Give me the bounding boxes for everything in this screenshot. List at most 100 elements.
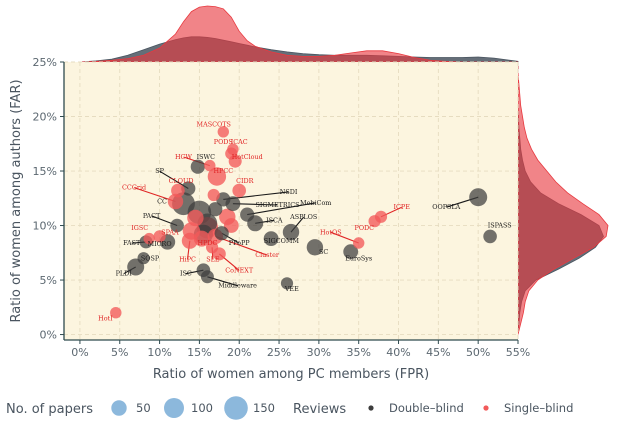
label-sp: SP [155, 167, 164, 175]
legend-size-circle [111, 400, 127, 416]
label-hotos: HotOS [320, 228, 342, 236]
point-hipc [181, 232, 198, 249]
label-vee: VEE [284, 285, 299, 293]
label-asplos: ASPLOS [289, 213, 317, 221]
label-sigmetrics: SIGMETRICS [255, 201, 299, 209]
leader-sigmetrics [232, 203, 278, 206]
label-hpdc: HPDC [197, 239, 217, 247]
point-cloud [171, 183, 185, 198]
x-tick-label: 45% [426, 346, 450, 359]
point-eurosys [343, 244, 359, 260]
axes [63, 62, 518, 341]
label-sigcomm: SIGCOMM [264, 237, 300, 245]
legend-size-label: 100 [191, 401, 213, 415]
point-hoti [110, 307, 122, 319]
point-sle [206, 241, 219, 254]
point-vee [280, 277, 294, 290]
point-sp [181, 181, 196, 196]
x-tick-label: 35% [346, 346, 370, 359]
point-ics [223, 218, 239, 233]
legend-review-title: Reviews [293, 402, 346, 417]
point-hpca [208, 202, 223, 217]
y-tick-label: 5% [40, 274, 57, 287]
label-ispass: ISPASS [488, 222, 512, 230]
label-oopsla: OOPSLA [432, 203, 460, 211]
label-hcw: HCW [175, 153, 192, 161]
label-isca: ISCA [266, 216, 283, 224]
points [110, 126, 497, 319]
point-icac [227, 143, 239, 155]
label-icpe: ICPE [394, 203, 411, 211]
legend-size-circle [224, 396, 248, 420]
label-conext: CoNEXT [225, 266, 254, 274]
legend-double-label: Double–blind [389, 401, 464, 415]
label-middleware: Middleware [218, 282, 257, 290]
point-hotstorage [207, 188, 220, 202]
point-pact [170, 218, 184, 233]
point-igsc [143, 232, 155, 245]
plot-panel [64, 62, 518, 340]
x-tick-label: 40% [386, 346, 410, 359]
label-hoti: HotI [98, 314, 113, 322]
label-icac: ICAC [231, 138, 248, 146]
x-tick-label: 20% [227, 346, 251, 359]
legend-size-label: 150 [253, 401, 275, 415]
point-mobicom [240, 207, 255, 222]
point-sc [306, 239, 324, 256]
y-tick-label: 25% [33, 56, 57, 69]
point-mascots [217, 126, 229, 138]
label-hpcc: HPCC [213, 167, 233, 175]
y-axis-title: Ratio of women among authors (FAR) [9, 79, 24, 322]
x-tick-label: 5% [111, 346, 128, 359]
top-density-single [79, 5, 518, 63]
point-hpcc [207, 167, 227, 186]
right-density [517, 62, 609, 335]
label-hotcloud: HotCloud [232, 153, 263, 161]
label-podc: PODC [355, 224, 375, 232]
label-mobicom: MobiCom [300, 199, 331, 207]
point-podc [368, 215, 381, 228]
x-tick-label: 50% [466, 346, 490, 359]
label-nsdi: NSDI [280, 188, 298, 196]
point-ppopp [214, 226, 229, 241]
label-cluster: Cluster [255, 251, 280, 259]
legend-single-dot [483, 405, 489, 411]
point-spaa [153, 230, 166, 243]
point-sosp [137, 252, 150, 265]
label-cidr: CIDR [236, 177, 254, 185]
leader-mobicom [247, 202, 316, 216]
y-tick-label: 20% [33, 111, 57, 124]
label-pact: PACT [143, 212, 161, 220]
label-pldi: PLDI [116, 270, 133, 278]
point-nsdi [216, 192, 231, 207]
label-spaa: SPAA [161, 228, 179, 236]
x-tick-label: 30% [307, 346, 331, 359]
point-ispass [483, 229, 497, 244]
label-sosp: SOSP [141, 254, 160, 262]
x-tick-label: 10% [147, 346, 171, 359]
point-hcw [204, 159, 216, 172]
label-sc: SC [319, 248, 328, 256]
x-tick-label: 25% [267, 346, 291, 359]
legend-size-title: No. of papers [6, 402, 93, 417]
point-iswc [190, 159, 205, 174]
x-tick-label: 55% [506, 346, 530, 359]
label-cloud: CLOUD [169, 177, 194, 185]
y-tick-label: 15% [33, 165, 57, 178]
label-fast: FAST [123, 239, 141, 247]
label-igsc: IGSC [131, 224, 148, 232]
x-axis-title: Ratio of women among PC members (FPR) [153, 367, 429, 382]
point-hpdc [193, 230, 210, 247]
label-hipc: HiPC [179, 256, 196, 264]
y-tick-label: 0% [40, 329, 57, 342]
point-sigcomm [263, 231, 279, 247]
label-ppopp: PPoPP [229, 239, 250, 247]
right-density-single [517, 62, 609, 335]
legend: No. of papers 50 100 150 Reviews Double–blind… [6, 396, 573, 420]
point-ccgrid [167, 193, 184, 210]
point-hotos [353, 237, 365, 249]
top-density [79, 5, 519, 63]
x-tick-label: 0% [71, 346, 88, 359]
